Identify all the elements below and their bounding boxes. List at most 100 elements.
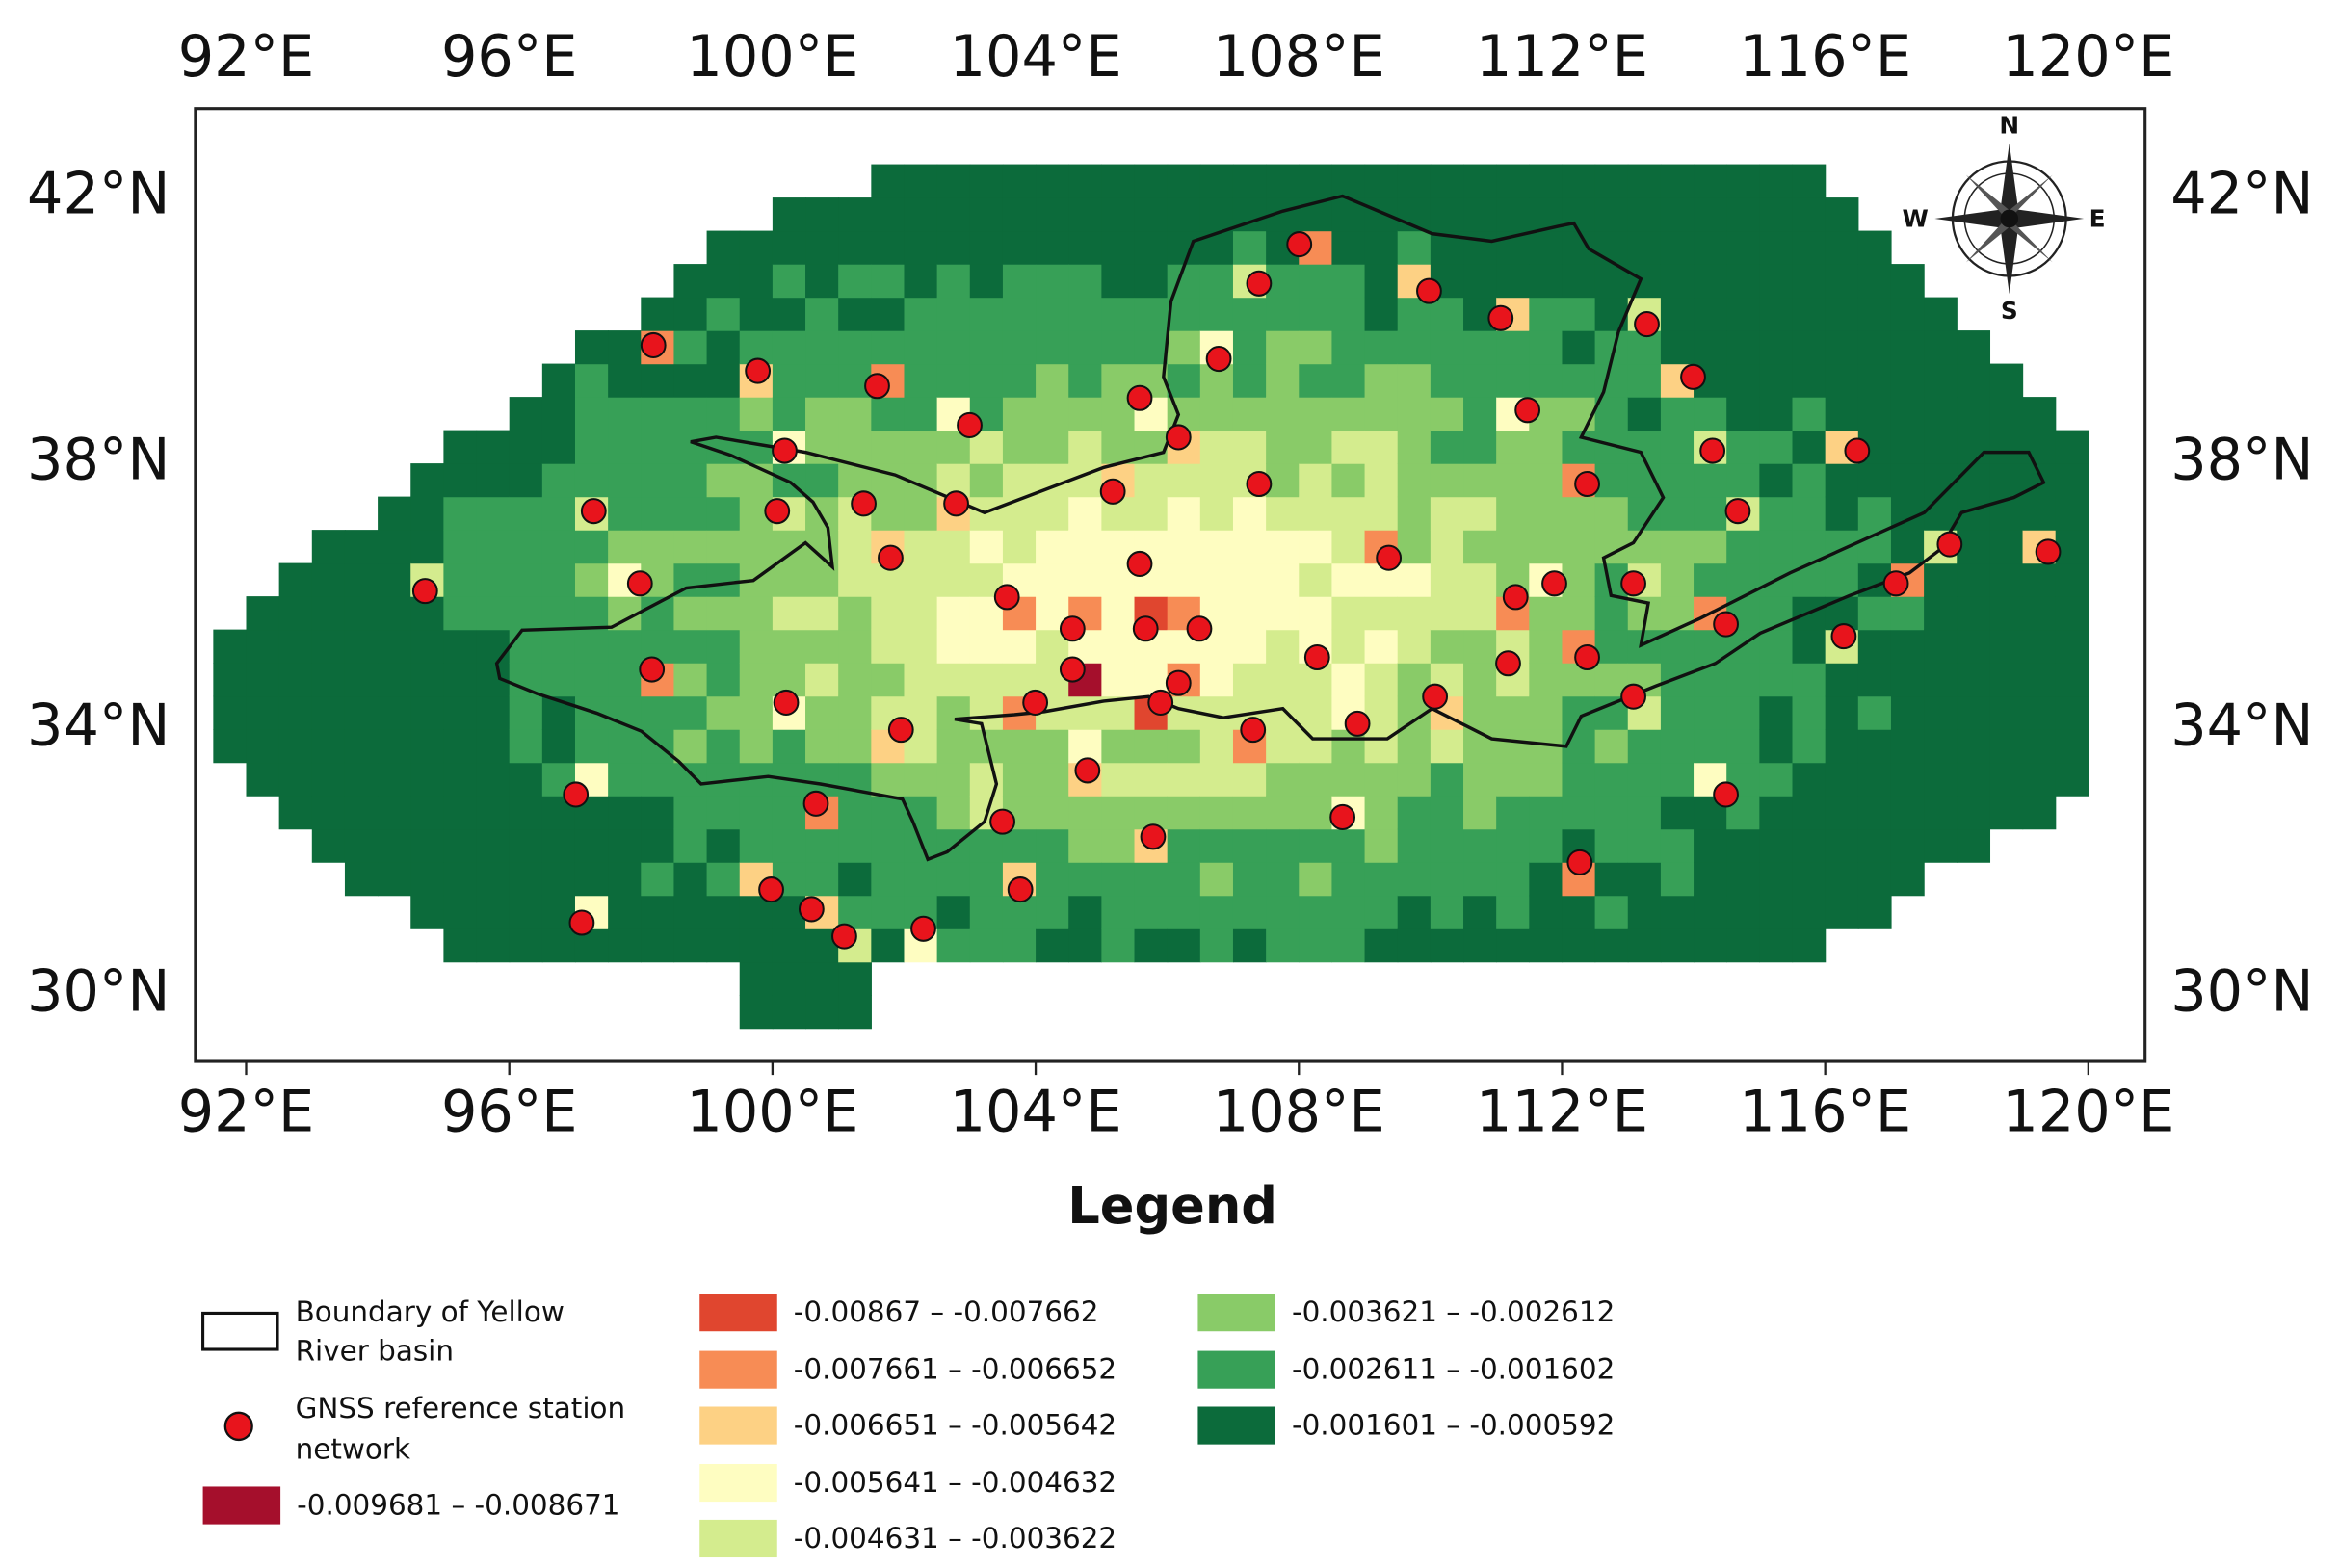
raster-cell xyxy=(476,562,511,597)
gnss-station xyxy=(758,876,784,903)
raster-cell xyxy=(1726,530,1760,564)
raster-cell xyxy=(739,297,774,331)
raster-cell xyxy=(1101,330,1136,365)
raster-cell xyxy=(1463,530,1497,564)
raster-cell xyxy=(1364,197,1399,232)
raster-cell xyxy=(1857,596,1892,631)
raster-cell xyxy=(673,663,708,697)
raster-cell xyxy=(1430,895,1464,929)
raster-cell xyxy=(838,695,872,730)
raster-cell xyxy=(871,862,906,897)
gnss-station xyxy=(798,896,825,923)
raster-cell xyxy=(936,363,971,398)
raster-cell xyxy=(739,663,774,697)
raster-cell xyxy=(1364,629,1399,664)
raster-cell xyxy=(1266,663,1300,697)
raster-cell xyxy=(1036,197,1069,232)
lon-label-bottom: 120°E xyxy=(2002,1078,2174,1144)
raster-cell xyxy=(1266,496,1300,531)
raster-cell xyxy=(1299,397,1333,431)
raster-cell xyxy=(2022,796,2057,830)
raster-cell xyxy=(1496,264,1530,299)
lon-label-top: 96°E xyxy=(441,23,577,90)
gnss-station xyxy=(1240,717,1267,744)
raster-cell xyxy=(969,230,1004,265)
raster-cell xyxy=(641,762,675,797)
raster-cell xyxy=(311,562,346,597)
raster-cell xyxy=(378,629,411,664)
raster-cell xyxy=(1002,430,1037,464)
raster-cell xyxy=(838,430,872,464)
raster-cell xyxy=(904,330,938,365)
raster-cell xyxy=(739,530,774,564)
raster-cell xyxy=(1463,828,1497,863)
legend-class-swatch xyxy=(1197,1406,1275,1445)
raster-cell xyxy=(1694,729,1727,764)
raster-cell xyxy=(969,895,1004,929)
raster-cell xyxy=(1726,729,1760,764)
raster-cell xyxy=(1364,828,1399,863)
raster-cell xyxy=(969,197,1004,232)
raster-cell xyxy=(1529,463,1564,498)
raster-cell xyxy=(1496,463,1530,498)
raster-cell xyxy=(608,330,642,365)
raster-cell xyxy=(1167,496,1201,531)
raster-cell xyxy=(1430,330,1464,365)
raster-cell xyxy=(311,796,346,830)
gnss-station xyxy=(1830,623,1857,650)
raster-cell xyxy=(1496,928,1530,963)
raster-cell xyxy=(706,264,741,299)
raster-cell xyxy=(1167,164,1201,198)
raster-cell xyxy=(1694,496,1727,531)
raster-cell xyxy=(1660,530,1695,564)
raster-cell xyxy=(871,230,906,265)
raster-cell xyxy=(2022,762,2057,797)
raster-cell xyxy=(805,695,839,730)
raster-cell xyxy=(969,264,1004,299)
raster-cell xyxy=(1529,828,1564,863)
raster-cell xyxy=(1397,562,1432,597)
raster-cell xyxy=(509,629,543,664)
raster-cell xyxy=(278,629,313,664)
raster-cell xyxy=(805,297,839,331)
legend-station-label: network xyxy=(296,1432,411,1465)
raster-cell xyxy=(1101,796,1136,830)
raster-cell xyxy=(541,729,576,764)
lat-label-right: 42°N xyxy=(2170,160,2313,226)
legend-class-label: -0.004631 – -0.003622 xyxy=(794,1522,1117,1555)
raster-cell xyxy=(1430,530,1464,564)
raster-cell xyxy=(969,928,1004,963)
raster-cell xyxy=(1463,397,1497,431)
raster-cell xyxy=(641,895,675,929)
raster-cell xyxy=(608,796,642,830)
raster-cell xyxy=(969,363,1004,398)
raster-cell xyxy=(1463,663,1497,697)
raster-cell xyxy=(1924,496,1958,531)
raster-cell xyxy=(1857,663,1892,697)
raster-cell xyxy=(1562,397,1596,431)
raster-cell xyxy=(936,562,971,597)
raster-cell xyxy=(1134,264,1169,299)
raster-cell xyxy=(1364,363,1399,398)
raster-cell xyxy=(1825,264,1859,299)
raster-cell xyxy=(1266,562,1300,597)
raster-cell xyxy=(1199,164,1234,198)
raster-cell xyxy=(1759,862,1794,897)
raster-cell xyxy=(1562,496,1596,531)
raster-cell xyxy=(1331,828,1366,863)
raster-cell xyxy=(739,961,774,996)
raster-cell xyxy=(904,230,938,265)
raster-cell xyxy=(1167,463,1201,498)
raster-cell xyxy=(1299,695,1333,730)
raster-cell xyxy=(1890,530,1925,564)
raster-cell xyxy=(1167,363,1201,398)
raster-cell xyxy=(805,862,839,897)
raster-cell xyxy=(344,729,379,764)
raster-cell xyxy=(1331,862,1366,897)
gnss-station xyxy=(1246,270,1273,297)
raster-cell xyxy=(1857,796,1892,830)
raster-cell xyxy=(772,230,806,265)
raster-cell xyxy=(344,530,379,564)
raster-cell xyxy=(871,895,906,929)
raster-cell xyxy=(1792,297,1827,331)
